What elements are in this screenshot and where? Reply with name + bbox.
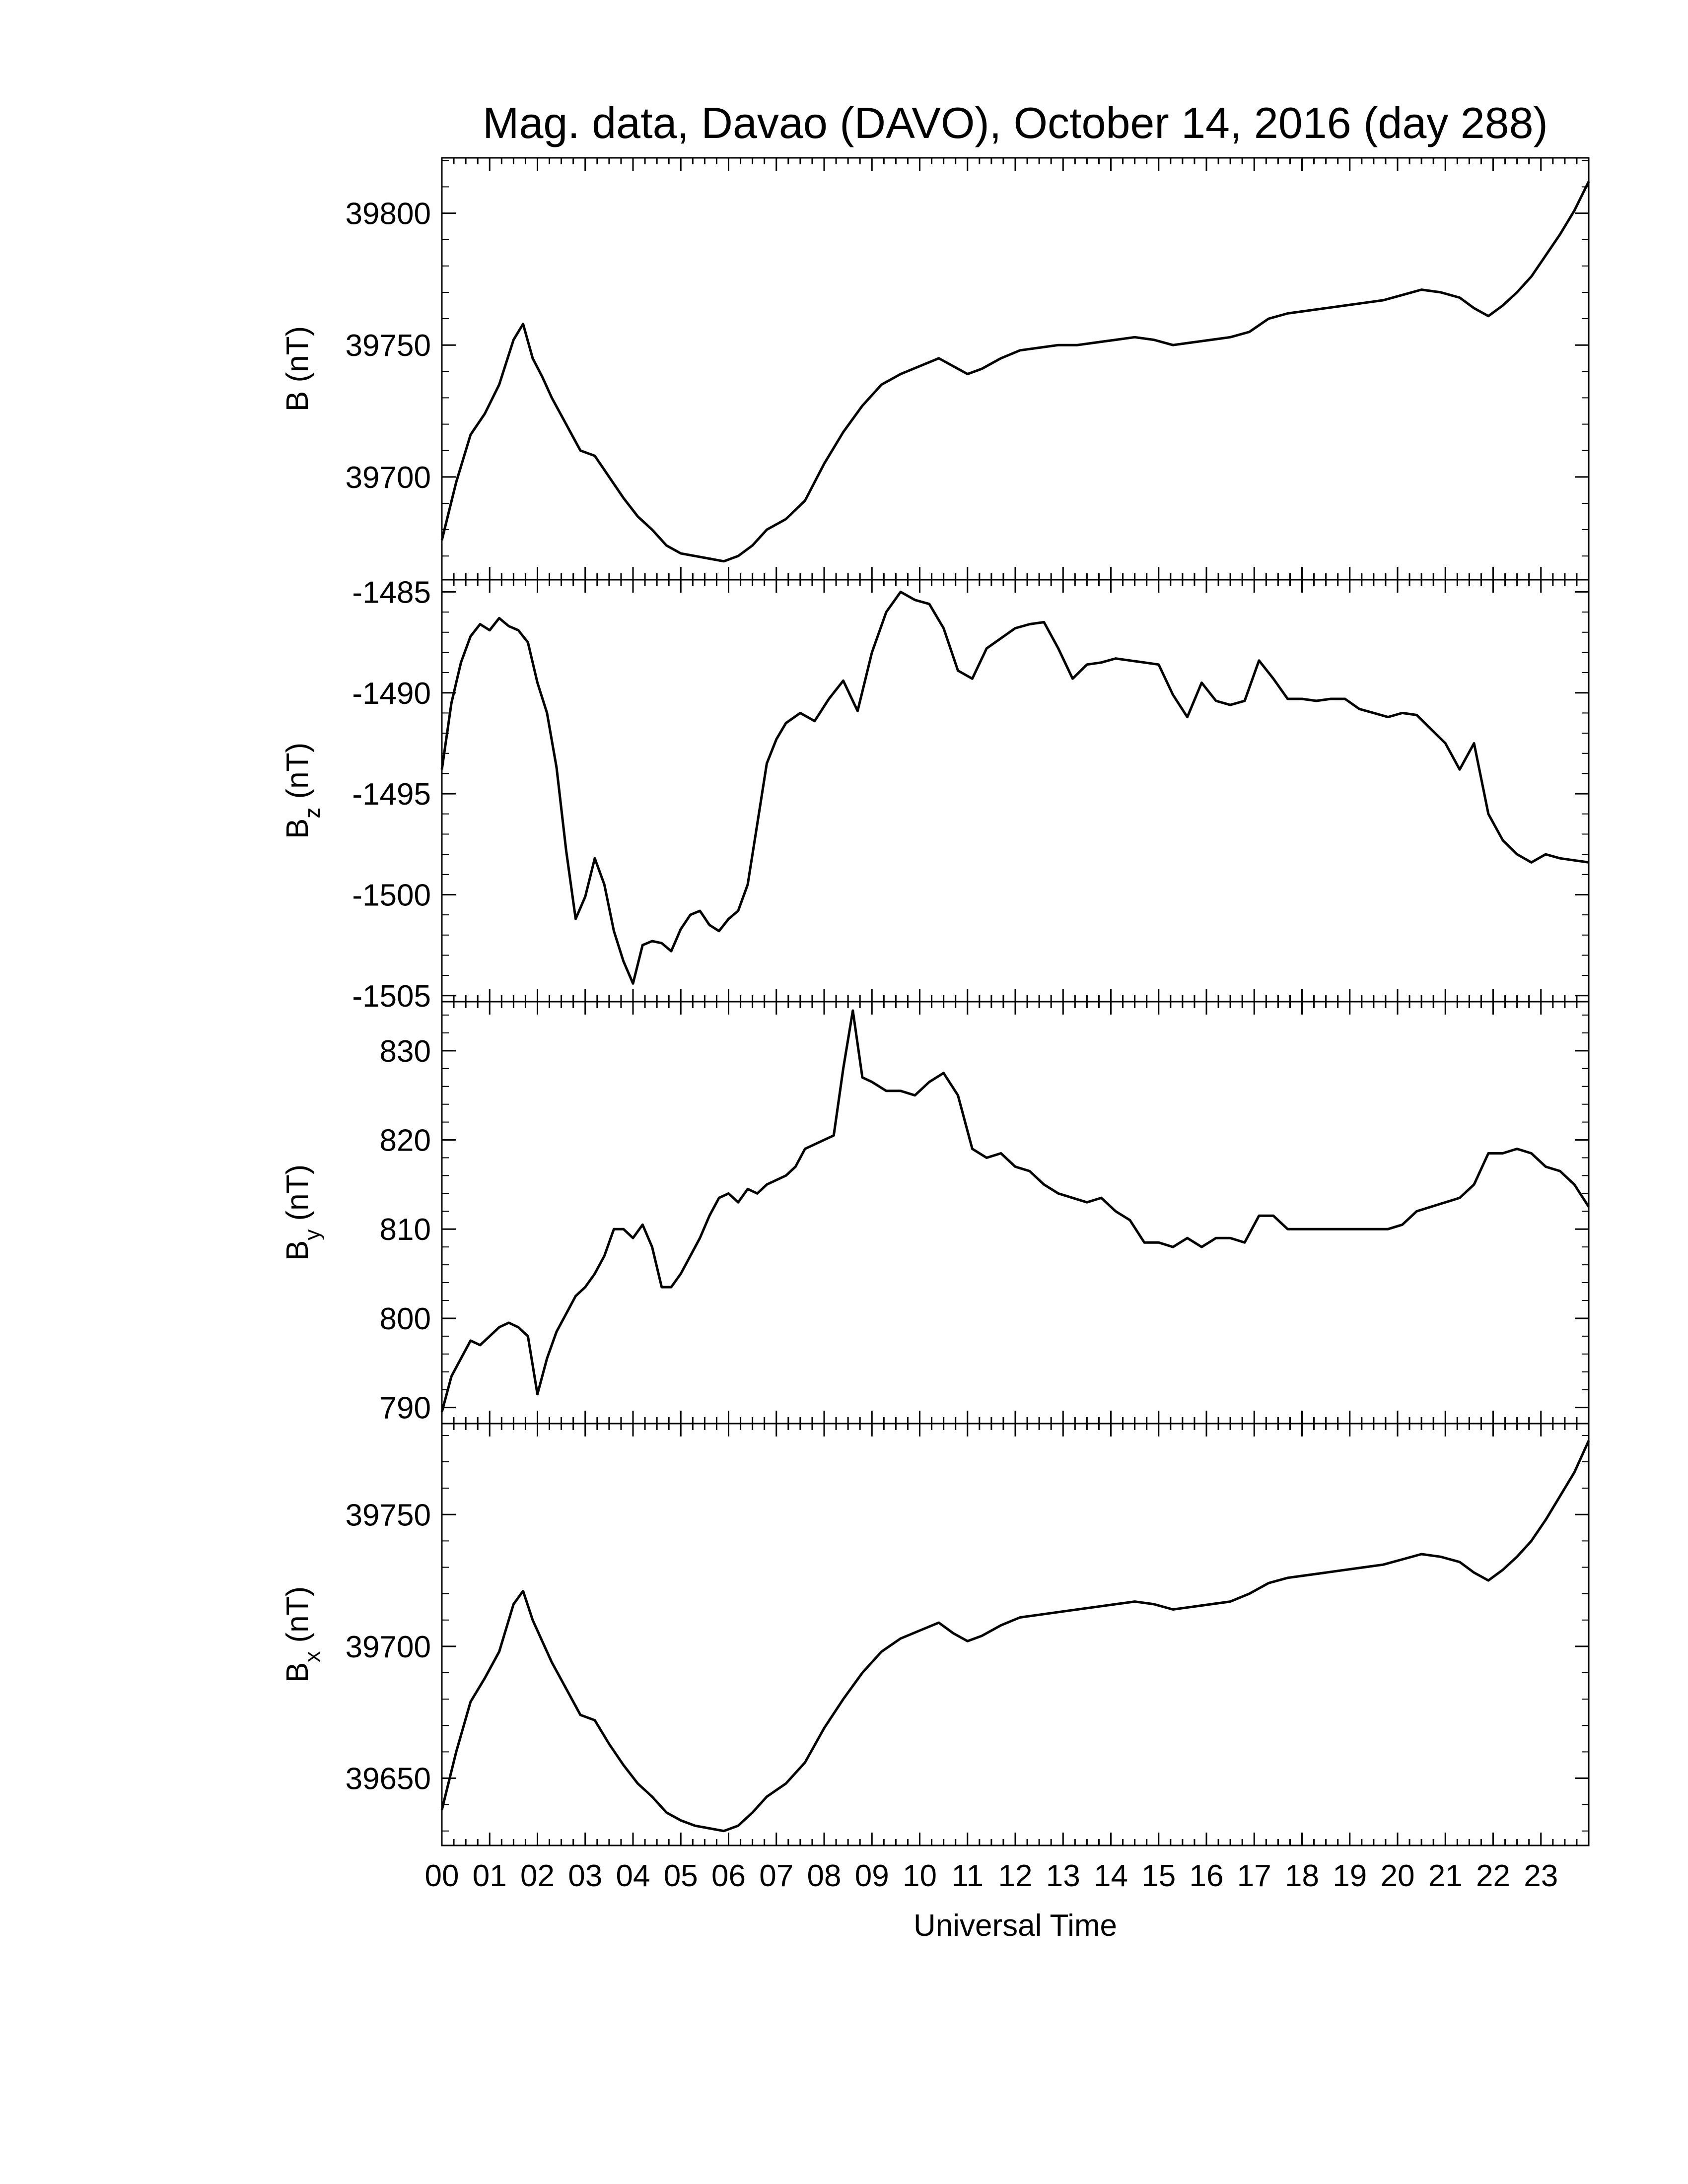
- x-tick-label: 07: [759, 1859, 793, 1893]
- x-tick-label: 12: [998, 1859, 1033, 1893]
- panel-bz: -1505 -1500 -1495 -1490 -1485 Bz (nT): [281, 575, 1590, 1014]
- y-tick-label: 830: [380, 1034, 431, 1069]
- y-axis-label: Bx (nT): [281, 1586, 325, 1683]
- y-tick-label: 39700: [346, 461, 431, 495]
- x-tick-label: 02: [520, 1859, 555, 1893]
- x-tick-label: 09: [855, 1859, 889, 1893]
- panels-group: 39700 39750 39800 B (nT) -1505 -1500 -1495 -149…: [281, 157, 1590, 1846]
- x-tick-label: 18: [1285, 1859, 1319, 1893]
- series-line-b: [440, 181, 1590, 563]
- y-axis-label-main: B: [281, 1240, 315, 1261]
- y-tick-label: 39750: [346, 329, 431, 363]
- x-tick-label: 03: [568, 1859, 602, 1893]
- x-tick-label: 05: [664, 1859, 698, 1893]
- x-tick-label: 06: [711, 1859, 746, 1893]
- y-axis-label-main: B: [281, 819, 315, 839]
- panel-bx: 39650 39700 39750 Bx (nT): [281, 1423, 1590, 1846]
- x-tick-label: 17: [1237, 1859, 1271, 1893]
- y-axis-label-unit: (nT): [281, 743, 315, 808]
- x-tick-label: 08: [807, 1859, 842, 1893]
- y-tick-label: 800: [380, 1302, 431, 1336]
- x-tick-label: 20: [1381, 1859, 1415, 1893]
- x-axis: 00 01 02 03 04 05 06 07 08 09 10 11 12 13 14 15 16 17 18 19…: [425, 1859, 1558, 1893]
- x-tick-label: 11: [952, 1859, 984, 1893]
- y-tick-label: 39750: [346, 1498, 431, 1532]
- series-line-by: [440, 1009, 1590, 1413]
- x-tick-label: 15: [1141, 1859, 1176, 1893]
- x-axis-label: Universal Time: [914, 1909, 1117, 1943]
- x-tick-label: 04: [616, 1859, 650, 1893]
- y-axis-label-main: B: [281, 1662, 315, 1683]
- y-axis-label-unit: (nT): [281, 326, 315, 391]
- y-tick-label: -1495: [352, 777, 431, 812]
- x-tick-label: 01: [473, 1859, 507, 1893]
- y-tick-label: 39700: [346, 1630, 431, 1664]
- panel-b: 39700 39750 39800 B (nT): [281, 157, 1590, 581]
- y-tick-label: 820: [380, 1124, 431, 1158]
- y-axis-label-sub: x: [300, 1651, 325, 1662]
- y-axis-label: B (nT): [281, 326, 315, 411]
- series-line-bx: [440, 1440, 1590, 1833]
- x-tick-label: 14: [1094, 1859, 1128, 1893]
- y-axis-label-unit: (nT): [281, 1164, 315, 1229]
- x-tick-label: 13: [1046, 1859, 1080, 1893]
- y-axis-label-main: B: [281, 391, 315, 411]
- y-tick-label: 39650: [346, 1762, 431, 1796]
- y-tick-label: -1500: [352, 878, 431, 912]
- x-tick-label: 22: [1476, 1859, 1510, 1893]
- chart-title: Mag. data, Davao (DAVO), October 14, 201…: [483, 98, 1548, 147]
- x-tick-label: 10: [903, 1859, 937, 1893]
- y-axis-label-sub: y: [300, 1229, 325, 1240]
- y-tick-label: 39800: [346, 197, 431, 231]
- x-tick-label: 19: [1333, 1859, 1367, 1893]
- x-tick-label: 16: [1190, 1859, 1224, 1893]
- x-tick-label: 23: [1524, 1859, 1558, 1893]
- x-tick-label: 21: [1428, 1859, 1463, 1893]
- y-axis-label-unit: (nT): [281, 1586, 315, 1651]
- panel-by: 790 800 810 820 830 By (nT): [281, 1001, 1590, 1426]
- y-tick-label: 810: [380, 1213, 431, 1247]
- series-line-bz: [440, 590, 1589, 985]
- y-tick-label: -1490: [352, 677, 431, 711]
- y-tick-label: 790: [380, 1391, 431, 1426]
- y-axis-label: Bz (nT): [281, 743, 325, 839]
- y-axis-label-sub: z: [300, 808, 325, 819]
- y-tick-label: -1505: [352, 979, 431, 1014]
- y-axis-label: By (nT): [281, 1164, 325, 1261]
- y-tick-label: -1485: [352, 575, 431, 610]
- x-tick-label: 00: [425, 1859, 459, 1893]
